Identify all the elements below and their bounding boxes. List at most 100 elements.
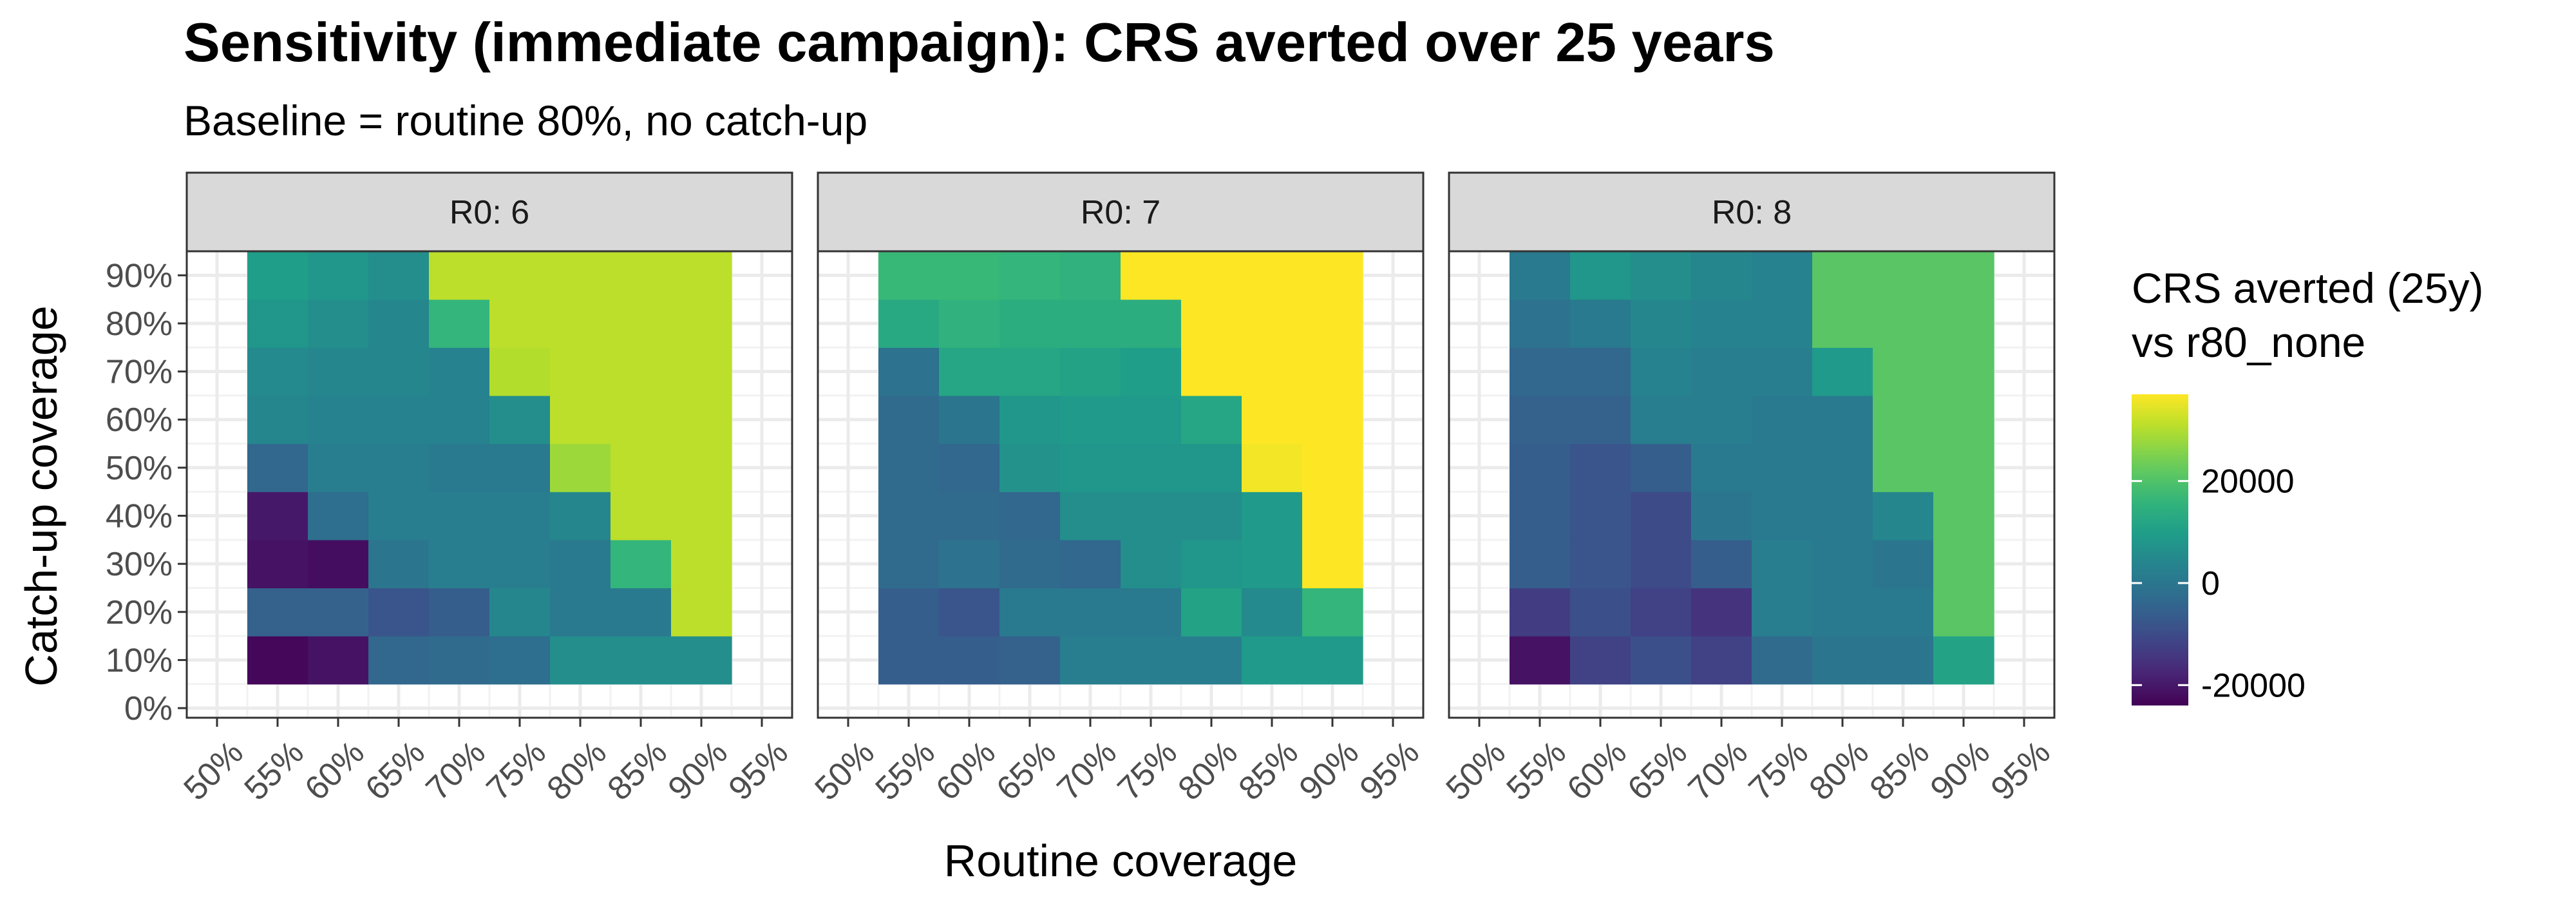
heatmap-tile — [308, 299, 369, 348]
heatmap-tile — [999, 492, 1061, 541]
heatmap-tile — [939, 539, 1000, 589]
x-tick-label: 80% — [540, 734, 614, 808]
heatmap-tile — [1570, 299, 1631, 348]
heatmap-tile — [1691, 588, 1752, 637]
heatmap-tile — [1242, 443, 1303, 492]
x-tick-label: 95% — [1984, 734, 2058, 808]
x-tick-label: 85% — [1231, 734, 1305, 808]
heatmap-tile — [1060, 299, 1121, 348]
heatmap-tile — [1181, 539, 1242, 589]
heatmap-tile — [1631, 636, 1692, 685]
heatmap-tile — [878, 636, 940, 685]
chart-subtitle: Baseline = routine 80%, no catch-up — [184, 97, 867, 144]
heatmap-tile — [489, 251, 551, 300]
heatmap-tile — [1121, 299, 1182, 348]
heatmap-tile — [1121, 251, 1182, 300]
facet-panel: R0: 650%55%60%65%70%75%80%85%90%95%0%10%… — [106, 171, 795, 808]
heatmap-tile — [247, 636, 308, 685]
heatmap-tile — [429, 539, 490, 589]
heatmap-tile — [429, 588, 490, 637]
heatmap-tile — [878, 251, 940, 300]
heatmap-tile — [1060, 636, 1121, 685]
heatmap-tile — [247, 443, 308, 492]
heatmap-tile — [1570, 395, 1631, 445]
heatmap-tile — [308, 251, 369, 300]
legend-title: vs r80_none — [2132, 318, 2365, 366]
heatmap-tile — [1510, 443, 1571, 492]
facet-label: R0: 7 — [1081, 194, 1160, 231]
heatmap-tile — [489, 347, 551, 396]
heatmap-tile — [611, 299, 672, 348]
heatmap-tile — [1570, 539, 1631, 589]
heatmap-tile — [550, 347, 611, 396]
x-tick-label: 50% — [808, 734, 882, 808]
x-tick-label: 85% — [1862, 734, 1937, 808]
heatmap-tile — [878, 588, 940, 637]
heatmap-tile — [550, 492, 611, 541]
heatmap-tile — [429, 636, 490, 685]
x-tick-label: 85% — [600, 734, 674, 808]
y-tick-label: 90% — [106, 257, 173, 294]
heatmap-tile — [489, 588, 551, 637]
heatmap-tile — [1242, 251, 1303, 300]
heatmap-tile — [1933, 588, 1994, 637]
facet-strip — [1448, 171, 2056, 253]
heatmap-tile — [939, 395, 1000, 445]
heatmap-tile — [1121, 636, 1182, 685]
heatmap-tile — [1812, 251, 1873, 300]
chart-title: Sensitivity (immediate campaign): CRS av… — [184, 12, 1775, 73]
heatmap-tile — [1181, 347, 1242, 396]
heatmap-tile — [671, 299, 732, 348]
x-tick-label: 80% — [1802, 734, 1876, 808]
heatmap-tile — [1242, 539, 1303, 589]
heatmap-tile — [1631, 492, 1692, 541]
heatmap-tile — [308, 347, 369, 396]
heatmap-tile — [1873, 251, 1934, 300]
heatmap-tile — [1873, 443, 1934, 492]
x-tick-label: 70% — [419, 734, 493, 808]
y-axis-title: Catch-up coverage — [16, 305, 66, 686]
x-tick-label: 90% — [661, 734, 735, 808]
heatmap-tile — [878, 347, 940, 396]
heatmap-tile — [368, 251, 430, 300]
heatmap-tile — [1242, 395, 1303, 445]
heatmap-tile — [1691, 443, 1752, 492]
panel-border — [817, 250, 1425, 719]
heatmap-tile — [429, 299, 490, 348]
heatmap-tile — [999, 299, 1061, 348]
heatmap-tile — [671, 539, 732, 589]
heatmap-tile — [1060, 443, 1121, 492]
heatmap-tile — [1691, 347, 1752, 396]
heatmap-tile — [999, 251, 1061, 300]
heatmap-tile — [1121, 588, 1182, 637]
heatmap-tile — [308, 443, 369, 492]
heatmap-tile — [1510, 347, 1571, 396]
heatmap-tile — [429, 395, 490, 445]
facet-panel: R0: 7 50%55%60%65%70%75%80%85%90%95% — [808, 171, 1426, 808]
heatmap-tile — [878, 492, 940, 541]
heatmap-tile — [1812, 539, 1873, 589]
x-tick-label: 55% — [868, 734, 942, 808]
heatmap-tile — [1691, 251, 1752, 300]
x-tick-label: 65% — [358, 734, 432, 808]
heatmap-tile — [1181, 251, 1242, 300]
heatmap-tile — [939, 251, 1000, 300]
heatmap-tile — [878, 395, 940, 445]
heatmap-tile — [247, 251, 308, 300]
heatmap-tile — [368, 443, 430, 492]
heatmap-tile — [1302, 395, 1363, 445]
heatmap-tile — [368, 299, 430, 348]
heatmap-tile — [368, 636, 430, 685]
heatmap-tile — [878, 539, 940, 589]
heatmap-tile — [999, 588, 1061, 637]
x-tick-label: 95% — [1352, 734, 1426, 808]
facet-panel: R0: 8 50%55%60%65%70%75%80%85%90%95% — [1439, 171, 2058, 808]
heatmap-tile — [878, 443, 940, 492]
heatmap-tile — [939, 588, 1000, 637]
y-tick-label: 20% — [106, 594, 173, 631]
x-tick-label: 65% — [989, 734, 1063, 808]
heatmap-tile — [1242, 636, 1303, 685]
legend: CRS averted (25y) vs r80_none 20000 0 -20000 — [2132, 264, 2484, 705]
heatmap-tile — [1510, 299, 1571, 348]
heatmap-tile — [1631, 395, 1692, 445]
